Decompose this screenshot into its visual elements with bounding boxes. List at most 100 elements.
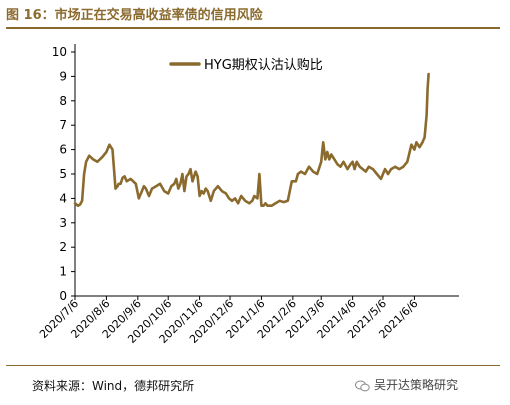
data-point: [244, 200, 246, 202]
data-point: [129, 178, 132, 180]
data-point: [326, 151, 329, 153]
data-point: [240, 195, 242, 197]
data-point: [228, 197, 230, 200]
data-point: [77, 204, 79, 207]
x-axis-ticks: 2020/7/62020/8/62020/9/62020/10/62020/11…: [37, 296, 421, 346]
data-point: [191, 180, 194, 183]
footer-divider: [6, 365, 500, 366]
data-point: [185, 175, 188, 178]
data-point: [117, 183, 120, 185]
data-point: [425, 114, 428, 117]
data-point: [83, 173, 85, 175]
data-point: [253, 195, 256, 197]
wechat-icon: [355, 380, 370, 391]
data-point: [170, 185, 173, 187]
figure-title: 图 16：市场正在交易高收益率债的信用风险: [6, 8, 263, 23]
data-point: [361, 168, 364, 170]
data-point: [260, 204, 263, 207]
data-point: [155, 185, 157, 187]
data-point: [421, 141, 424, 144]
data-point: [79, 203, 81, 206]
data-point: [111, 148, 114, 151]
data-point: [96, 161, 99, 163]
data-point: [394, 165, 397, 168]
data-point: [297, 173, 299, 175]
data-point: [181, 173, 184, 175]
data-point: [85, 161, 87, 163]
data-point: [210, 200, 212, 202]
data-point: [175, 178, 178, 180]
y-tick-label: 5: [59, 167, 67, 181]
y-tick-label: 1: [59, 265, 67, 279]
watermark-label: 吴开达策略研究: [374, 378, 459, 392]
data-point: [105, 151, 108, 153]
data-point: [336, 163, 339, 165]
data-point: [206, 190, 209, 192]
data-point: [324, 158, 327, 161]
y-tick-label: 4: [59, 191, 67, 205]
data-point: [304, 173, 306, 175]
data-point: [333, 158, 336, 161]
data-point: [202, 192, 205, 195]
y-tick-label: 7: [59, 118, 67, 132]
data-point: [426, 87, 429, 90]
data-point: [101, 156, 104, 158]
title-divider: [6, 27, 500, 29]
data-point: [415, 141, 418, 144]
y-tick-label: 6: [59, 143, 67, 157]
data-point: [270, 204, 273, 207]
y-tick-label: 0: [59, 289, 67, 303]
data-point: [287, 200, 289, 202]
data-point: [322, 141, 325, 144]
data-point: [372, 168, 374, 170]
y-tick-label: 8: [59, 94, 67, 108]
data-point: [402, 165, 405, 168]
data-point: [300, 170, 302, 173]
watermark: 吴开达策略研究: [355, 376, 458, 393]
data-point: [358, 165, 361, 168]
data-point: [256, 197, 259, 200]
data-point: [187, 173, 190, 175]
data-point: [278, 200, 281, 202]
data-point: [119, 183, 122, 185]
series-group: [73, 72, 430, 207]
data-point: [81, 200, 83, 202]
data-point: [410, 143, 413, 146]
y-axis-ticks: 0 1 2 3 4 5 6 7 8 9 10: [52, 45, 75, 303]
data-point: [177, 187, 180, 190]
data-point: [108, 143, 111, 146]
data-point: [196, 175, 199, 178]
data-point: [135, 183, 137, 185]
data-point: [145, 187, 147, 190]
line-chart: 0 1 2 3 4 5 6 7 8 9 10 2020/7/62020/8/62020/9/6202…: [37, 44, 459, 346]
data-point: [163, 190, 165, 192]
data-point: [123, 175, 126, 178]
data-point: [237, 202, 239, 205]
data-point: [217, 185, 219, 187]
series-line: [73, 72, 430, 207]
data-point: [365, 170, 367, 173]
y-tick-label: 2: [59, 240, 67, 254]
data-point: [353, 168, 356, 170]
data-point: [406, 161, 409, 163]
data-point: [221, 190, 223, 192]
data-point: [328, 158, 331, 161]
data-point: [398, 168, 401, 170]
data-point: [121, 176, 124, 179]
data-point: [92, 158, 94, 161]
data-point: [382, 173, 384, 175]
data-point: [151, 187, 153, 190]
source-note: 资料来源：Wind，德邦研究所: [32, 379, 195, 393]
data-point: [316, 173, 319, 175]
data-point: [251, 200, 254, 202]
legend-label: HYG期权认沽认购比: [204, 57, 323, 73]
data-point: [387, 173, 389, 175]
data-point: [125, 180, 128, 183]
y-tick-label: 3: [59, 216, 67, 230]
data-point: [312, 170, 314, 173]
data-point: [282, 201, 285, 203]
data-point: [173, 183, 176, 185]
data-point: [167, 192, 169, 195]
data-point: [376, 173, 378, 175]
y-tick-label: 9: [59, 69, 67, 83]
